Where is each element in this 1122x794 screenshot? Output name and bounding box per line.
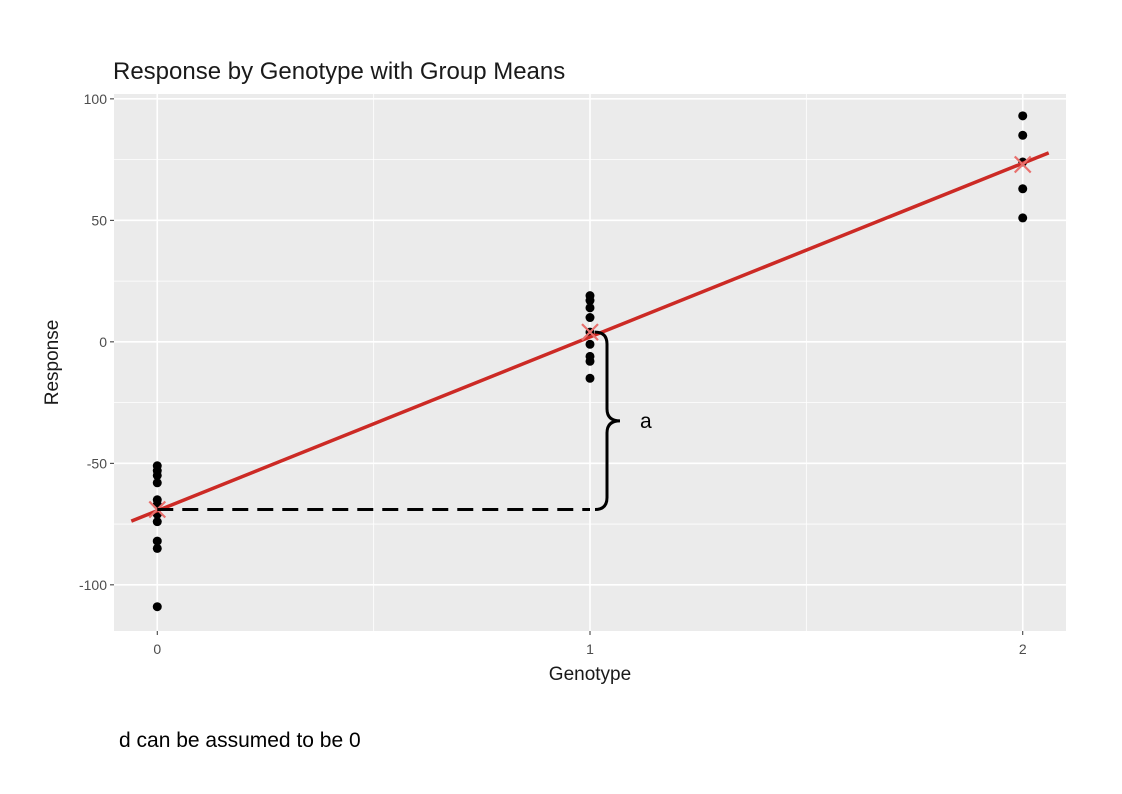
y-tick-label: -100 — [79, 577, 107, 593]
x-axis: 0 1 2 — [153, 631, 1027, 657]
x-axis-title: Genotype — [549, 664, 631, 685]
mean-marker-stroke — [581, 323, 599, 341]
y-axis: -100 -50 0 50 100 — [79, 91, 114, 593]
chart-title: Response by Genotype with Group Means — [113, 58, 565, 85]
group-mean-marker — [581, 323, 599, 341]
y-tick-label: 0 — [99, 334, 107, 350]
data-point — [152, 602, 162, 612]
fit-line — [130, 151, 1050, 523]
annotation-layer: a — [157, 330, 652, 512]
y-tick-label: 50 — [91, 212, 107, 228]
group-mean-marker — [1013, 155, 1032, 174]
data-point — [152, 470, 162, 480]
y-tick-label: -50 — [87, 455, 107, 471]
data-point — [1018, 184, 1028, 194]
data-point — [1018, 130, 1028, 140]
data-point — [585, 296, 595, 306]
data-point — [585, 339, 595, 349]
data-point — [152, 517, 162, 527]
fit-line-layer — [130, 151, 1050, 523]
caption-note: d can be assumed to be 0 — [119, 729, 361, 752]
data-point — [585, 313, 595, 323]
x-tick-label: 2 — [1019, 641, 1027, 657]
y-axis-title: Response — [42, 320, 63, 406]
mean-marker-stroke — [1013, 155, 1032, 174]
data-point — [152, 536, 162, 546]
y-tick-label: 100 — [84, 91, 108, 107]
brace-label: a — [640, 410, 652, 433]
data-point — [152, 478, 162, 488]
x-tick-label: 1 — [586, 641, 594, 657]
brace — [594, 330, 621, 512]
data-point — [152, 543, 162, 553]
data-point — [585, 303, 595, 313]
data-point — [1018, 111, 1028, 121]
data-point — [585, 373, 595, 383]
data-point — [585, 356, 595, 366]
x-tick-label: 0 — [153, 641, 161, 657]
data-point — [1018, 213, 1028, 223]
